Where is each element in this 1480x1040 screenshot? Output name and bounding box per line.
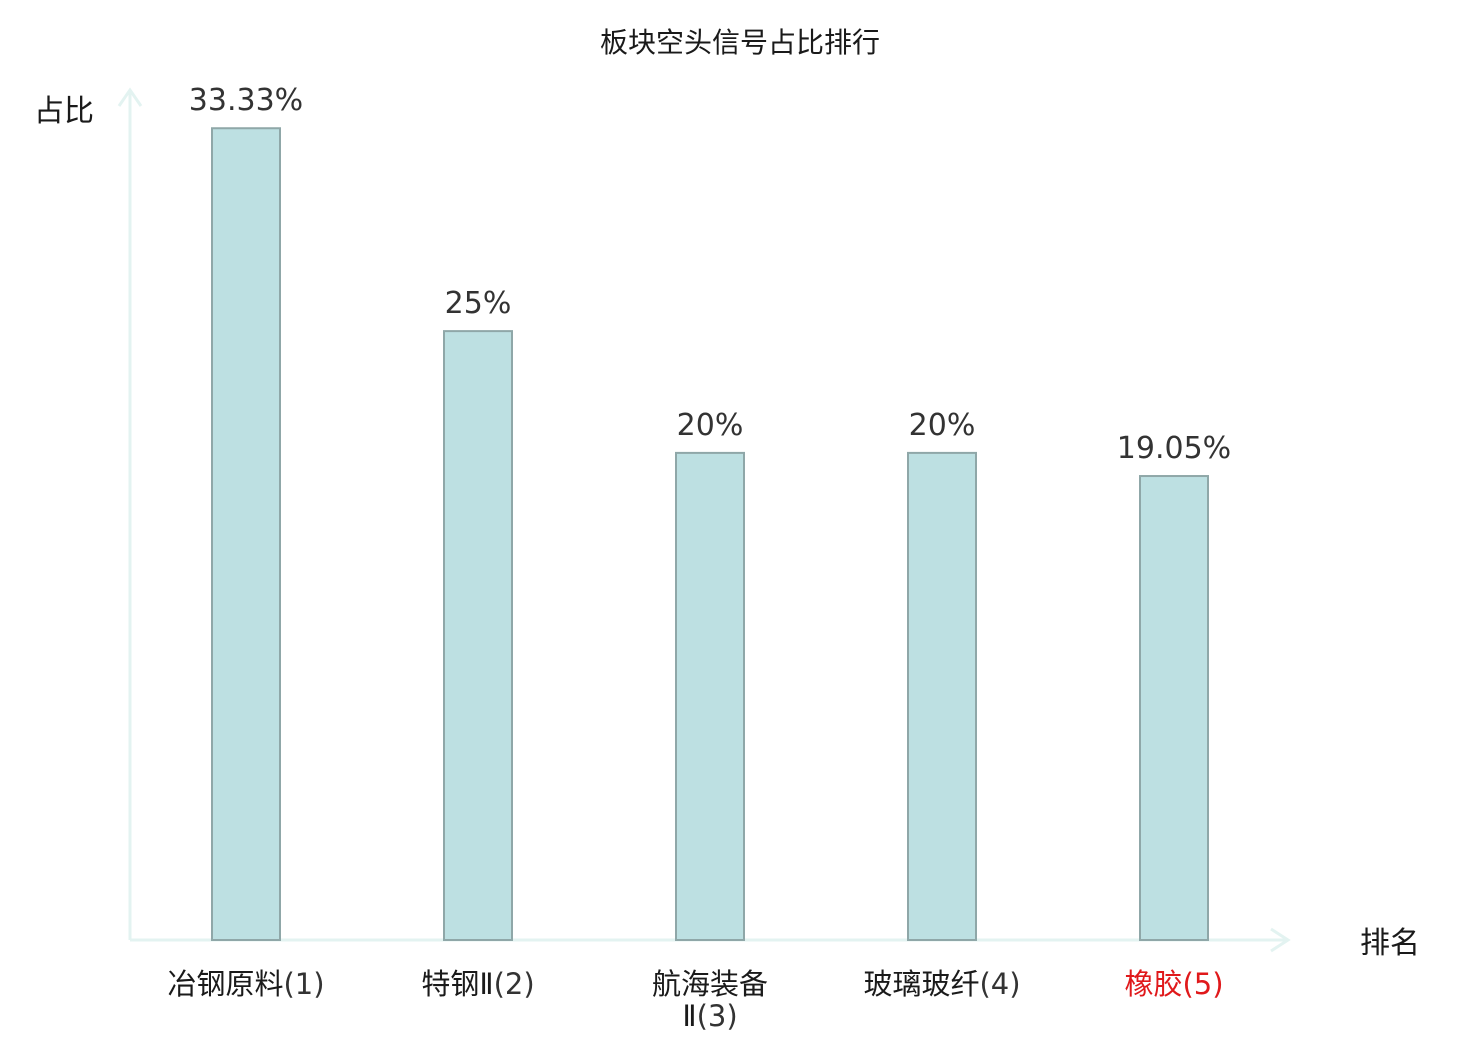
category-label-1: 冶钢原料(1) [167,967,324,1001]
category-name-4: 玻璃玻纤 [863,967,979,1001]
category-rank-3: (3) [697,999,738,1033]
value-labels: 33.33% 25% 20% 20% 19.05% [189,83,1231,466]
category-name-1: 冶钢原料 [167,967,283,1001]
category-label-2: 特钢Ⅱ(2) [421,967,534,1001]
value-label-1: 33.33% [189,83,303,118]
bar-4 [907,451,977,941]
value-label-3: 20% [677,408,744,443]
value-label-4: 20% [909,408,976,443]
category-name-5: 橡胶 [1124,967,1182,1001]
category-rank-1: (1) [283,967,324,1001]
category-label-5: 橡胶(5) [1124,967,1223,1001]
category-name-line2-3: Ⅱ [682,999,696,1033]
bar-3 [675,451,745,941]
y-axis-label: 占比 [34,94,94,129]
value-label-5: 19.05% [1117,431,1231,466]
bar-1 [211,127,281,942]
x-axis-arrow [1270,927,1291,953]
category-rank-4: (4) [979,967,1020,1001]
bar-5 [1139,475,1209,941]
category-rank-5: (5) [1182,967,1223,1001]
category-labels: 冶钢原料(1) 特钢Ⅱ(2) 航海装备 Ⅱ(3) 玻璃玻纤(4) 橡胶(5) [167,967,1223,1033]
value-label-2: 25% [445,286,512,321]
category-label-4: 玻璃玻纤(4) [863,967,1020,1001]
category-rank-2: (2) [494,967,535,1001]
y-axis-arrow [117,87,143,107]
x-axis-label: 排名 [1360,926,1420,961]
bar-2 [443,330,513,941]
category-name-2: 特钢Ⅱ [421,967,493,1001]
bars [211,127,1209,942]
chart-title: 板块空头信号占比排行 [600,26,880,59]
category-name-3: 航海装备 [652,967,768,1001]
category-label-3: 航海装备 Ⅱ(3) [652,967,768,1033]
